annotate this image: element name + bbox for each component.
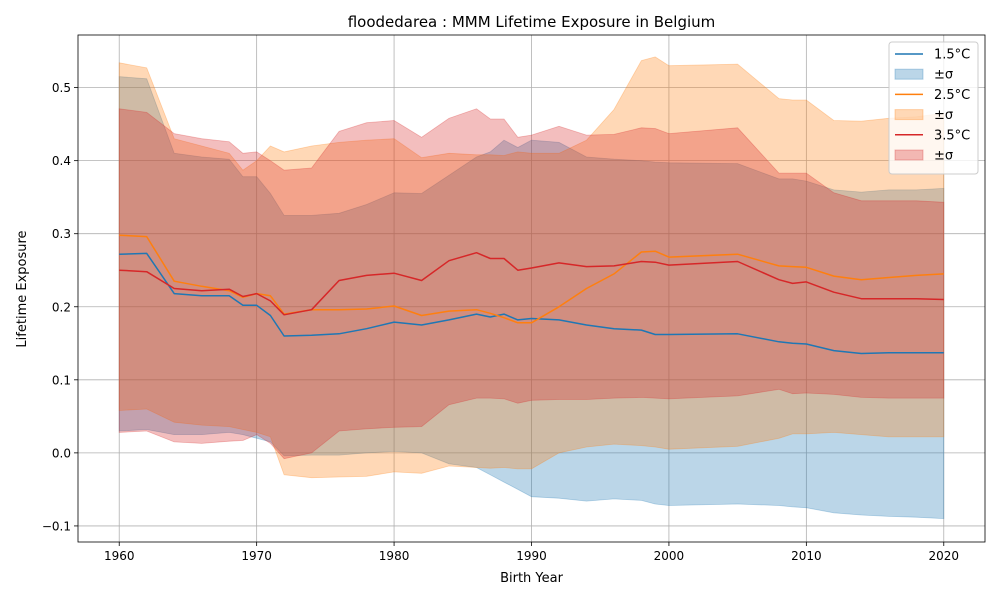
x-tick-label: 1990 [516, 549, 547, 563]
y-tick-label: 0.5 [52, 81, 71, 95]
legend-band-swatch [894, 109, 924, 121]
y-axis-label: Lifetime Exposure [15, 230, 30, 347]
series-line-3 [119, 251, 944, 316]
y-tick-label: 0.1 [52, 373, 71, 387]
x-axis-label: Birth Year [500, 571, 564, 586]
x-tick-label: 2010 [791, 549, 822, 563]
y-tick-label: 0.4 [52, 154, 71, 168]
tick-labels: 1960 1970 1980 1990 2000 2010 2020 −0.1 0.0 0.1 0.… [42, 81, 959, 563]
x-tick-label: 2020 [928, 549, 959, 563]
legend-band-swatch [894, 68, 924, 80]
legend-label: ±σ [934, 149, 953, 164]
band-3 [118, 108, 945, 460]
band-1 [118, 76, 945, 520]
chart-title: floodedarea : MMM Lifetime Exposure in B… [348, 13, 716, 31]
axes [74, 34, 986, 546]
y-tick-label: 0.2 [52, 300, 71, 314]
x-tick-label: 1970 [241, 549, 272, 563]
x-tick-label: 1980 [379, 549, 410, 563]
legend-label: ±σ [934, 108, 953, 123]
series-line-1 [119, 252, 944, 355]
y-tick-label: 0.3 [52, 227, 71, 241]
legend-label: 1.5°C [934, 48, 970, 63]
grid [78, 35, 985, 542]
y-tick-label: 0.0 [52, 446, 71, 460]
legend-label: ±σ [934, 68, 953, 83]
legend: 1.5°C ±σ 2.5°C ±σ 3.5°C ±σ [888, 41, 979, 175]
legend-label: 2.5°C [934, 88, 970, 103]
x-tick-label: 1960 [104, 549, 135, 563]
legend-box [888, 41, 979, 175]
legend-band-swatch [894, 149, 924, 161]
legend-label: 3.5°C [934, 128, 970, 143]
x-tick-label: 2000 [654, 549, 685, 563]
y-tick-label: −0.1 [42, 519, 71, 533]
series-lines [119, 234, 944, 355]
